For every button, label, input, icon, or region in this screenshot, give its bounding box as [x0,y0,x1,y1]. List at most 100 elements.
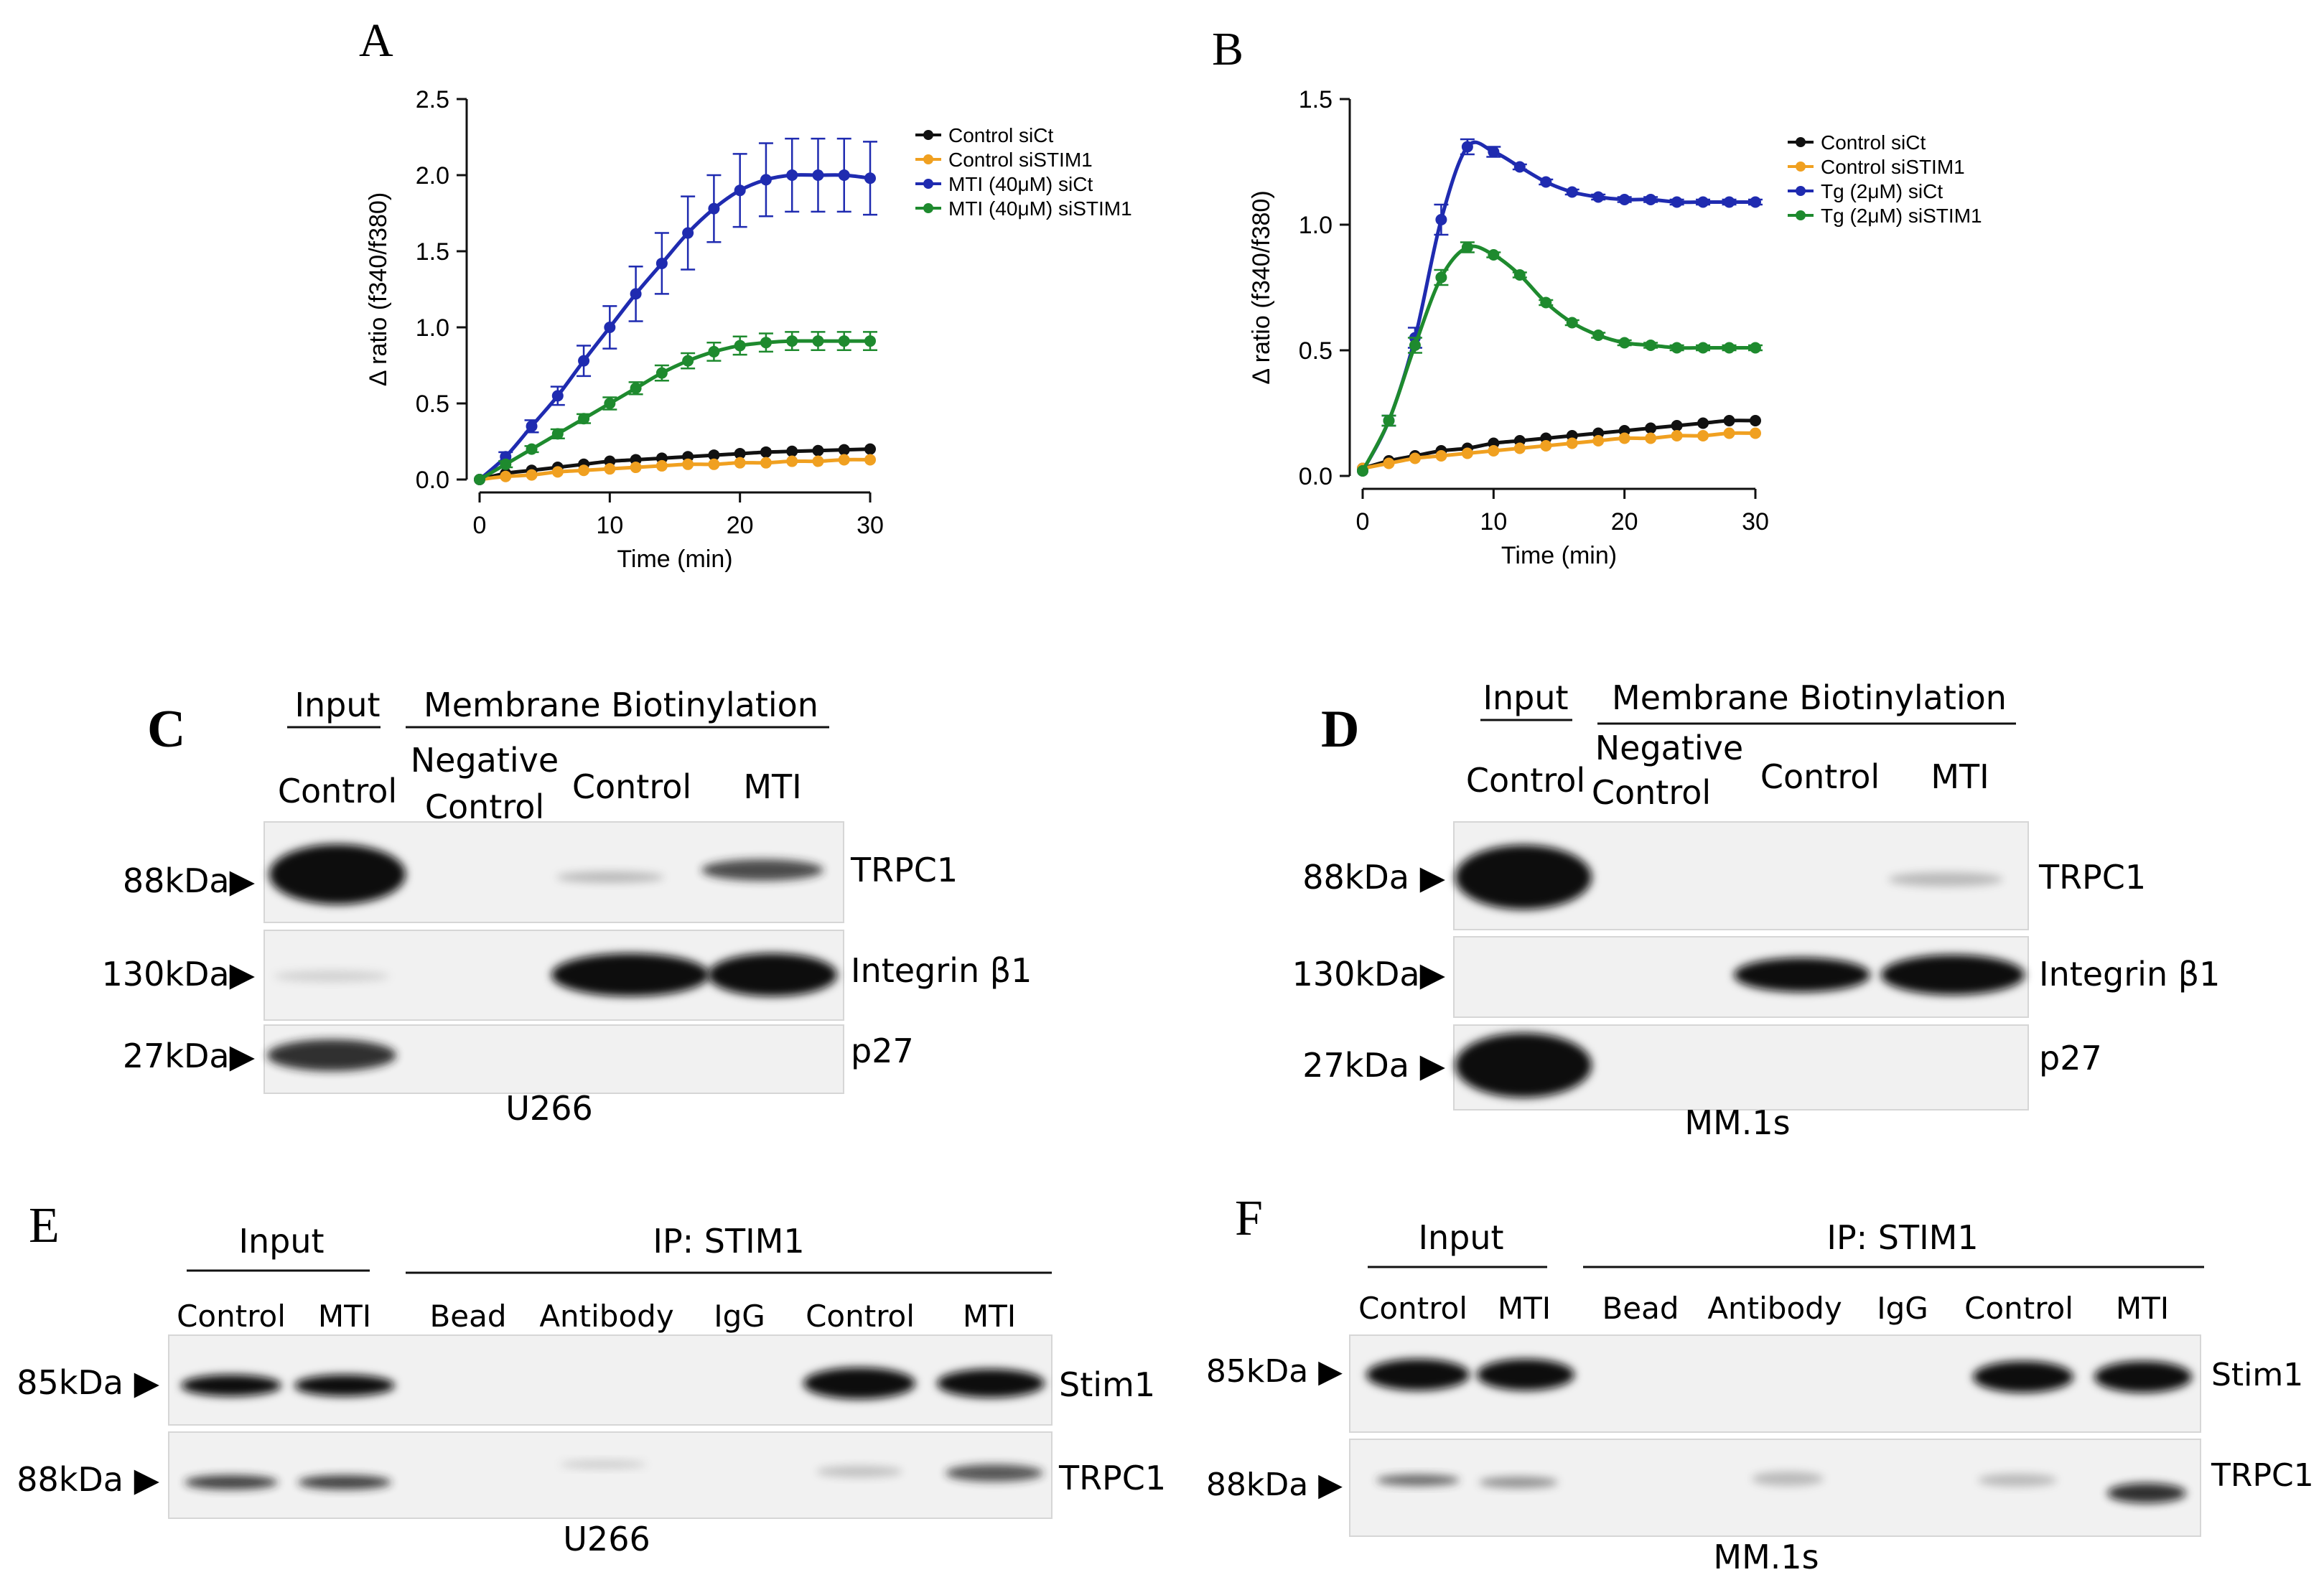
panel-label-d: D [1321,700,1359,759]
e-lanes-4: Antibody [539,1299,673,1334]
data-point [1697,430,1709,441]
legend-marker [1796,137,1806,147]
band-f-stim1-6 [1973,1361,2073,1393]
data-point [1461,447,1473,459]
protein-c-integrin: Integrin β1 [851,951,1032,990]
lane-label-c-3: Control [572,767,691,806]
data-point [1540,296,1552,309]
legend-label: Tg (2μM) siCt [1821,180,1943,202]
lane-label-d-1: Control [1466,761,1585,800]
series-line [1361,140,1755,472]
y-tick-label: 1.5 [416,238,449,266]
panel-label-e: E [29,1198,60,1253]
e-lanes-1: Control [177,1299,286,1334]
data-point [734,184,746,197]
data-point [1383,457,1395,469]
data-point [578,413,590,425]
data-point [864,443,876,455]
legend-marker [923,203,933,213]
data-point [1671,430,1683,441]
data-point [838,169,850,181]
f-lanes-4: Antibody [1707,1291,1842,1326]
data-point [786,445,798,457]
data-point [1697,196,1709,208]
data-point [864,335,876,347]
data-point [526,443,538,455]
header-membrane-c: Membrane Biotinylation [424,686,818,724]
data-point [551,466,564,478]
f-lanes-7: MTI [2116,1291,2169,1326]
data-point [734,447,746,459]
band-e-stim1-7 [937,1369,1045,1398]
data-point [1750,196,1761,208]
data-point [551,428,564,440]
marker-d-130: 130kDa▶ [1292,955,1446,993]
panel-a: A 0 10 20 30 0.0 0.5 1.0 1.5 2.0 2.5 Time (min) Δ r… [359,14,1132,573]
data-point [578,464,590,477]
data-point [812,444,824,457]
band-e-trpc1-2 [298,1475,391,1490]
data-point [1592,329,1605,341]
data-point [760,337,772,349]
data-point [604,398,616,409]
series-4 [474,331,877,485]
panel-label-b: B [1212,23,1243,75]
panel-label-c: C [147,700,185,759]
data-point [1513,269,1526,281]
data-point [1488,249,1500,261]
data-point [1435,271,1447,284]
x-tick-label: 10 [1480,508,1507,536]
legend-marker [1796,186,1806,196]
band-f-stim1-1 [1366,1359,1470,1390]
data-point [1488,146,1500,158]
band-f-trpc1-7 [2107,1483,2186,1503]
data-point [551,390,564,402]
lane-labels-f: Control MTI Bead Antibody IgG Control MTI [1358,1291,2169,1326]
data-point [1750,427,1761,439]
x-tick-label: 20 [727,512,754,539]
series-3 [1357,138,1763,477]
f-lanes-3: Bead [1602,1291,1679,1326]
f-lanes-2: MTI [1498,1291,1551,1326]
panel-label-f: F [1235,1191,1263,1246]
y-tick-label: 1.0 [416,314,449,342]
band-e-trpc1-4 [560,1460,646,1469]
data-point [708,345,720,357]
data-point [1383,415,1395,426]
band-e-stim1-1 [181,1375,281,1396]
protein-d-integrin: Integrin β1 [2039,955,2220,993]
data-point [1671,420,1683,431]
legend-marker [1796,210,1806,220]
panel-e: E Input IP: STIM1 Control MTI Bead Antibody… [17,1198,1166,1558]
band-e-trpc1-1 [185,1475,278,1490]
header-input-d: Input [1483,678,1568,717]
panel-d: D Input Membrane Biotinylation Control N… [1292,678,2221,1142]
y-tick-label: 2.5 [416,86,449,113]
protein-d-p27: p27 [2039,1039,2102,1077]
data-point [1435,214,1447,225]
data-point [630,462,642,474]
data-point [1488,445,1500,457]
cell-line-d: MM.1s [1684,1103,1790,1142]
series-line [479,447,871,482]
x-tick-label: 0 [1356,508,1370,536]
marker-f-85: 85kDa ▶ [1206,1353,1343,1390]
panel-b: B 0 10 20 30 0.0 0.5 1.0 1.5 Time (min) Δ ratio (… [1212,23,1982,569]
data-point [682,355,694,367]
data-point [1697,417,1709,429]
lane-label-d-2: Negative Control [1592,729,1743,812]
data-point [760,457,772,469]
band-e-trpc1-6 [816,1466,902,1477]
data-point [1540,176,1552,188]
band-c-trpc1-mti [701,859,823,881]
f-lanes-5: IgG [1877,1291,1928,1326]
e-lanes-5: IgG [714,1299,765,1334]
x-tick-label: 10 [596,512,623,539]
protein-f-stim1: Stim1 [2211,1357,2303,1393]
legend-marker [1796,162,1806,172]
data-point [708,449,720,462]
legend-label: Control siCt [948,124,1053,146]
data-point [786,335,798,347]
